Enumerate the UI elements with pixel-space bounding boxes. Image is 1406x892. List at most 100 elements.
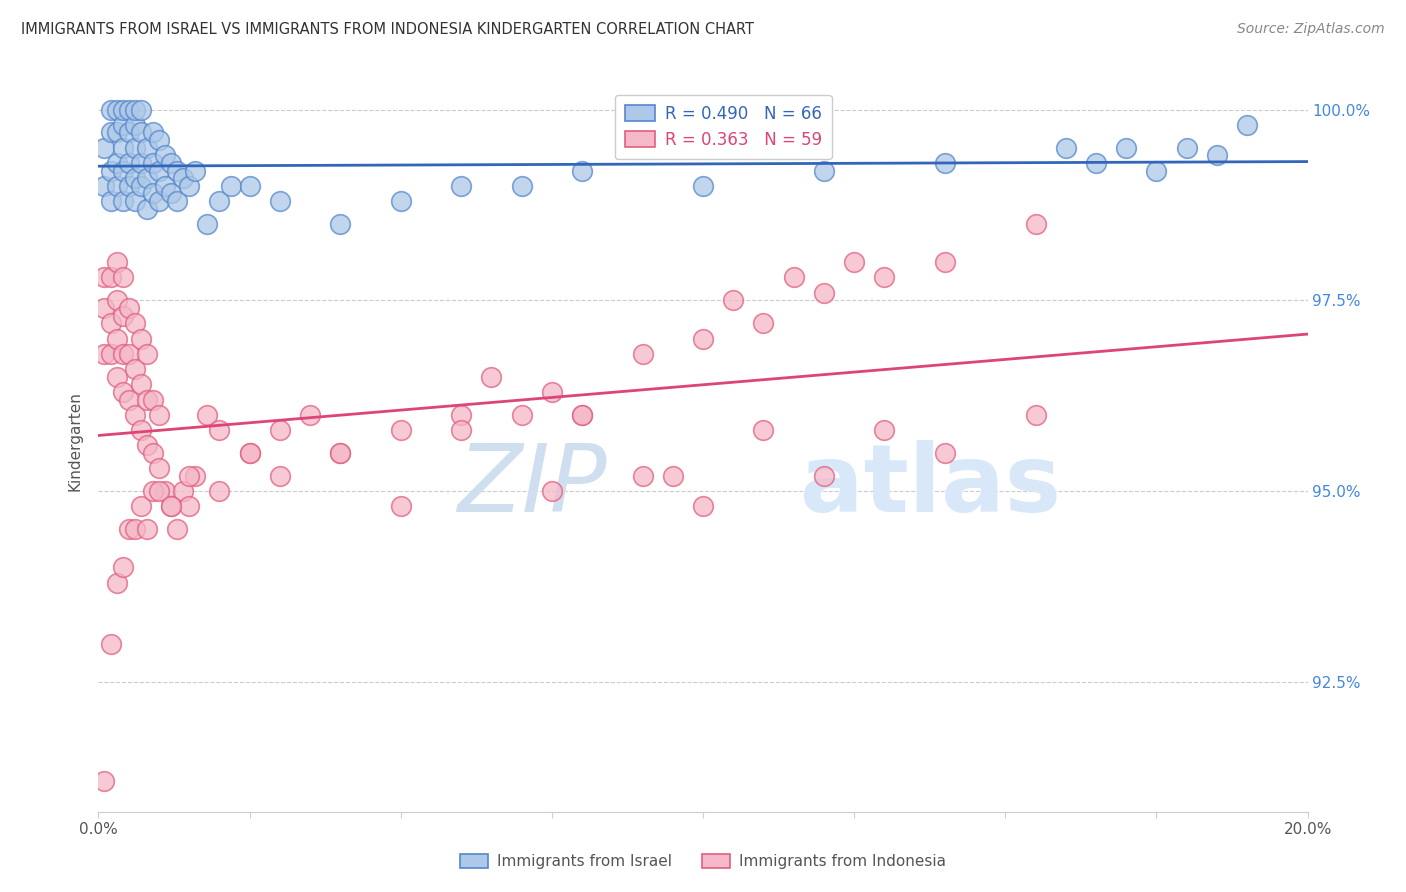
Point	[135, 438, 157, 452]
Point	[172, 171, 194, 186]
Point	[105, 575, 128, 590]
Point	[153, 484, 176, 499]
Point	[160, 500, 183, 514]
Point	[571, 408, 593, 422]
Point	[135, 392, 157, 407]
Point	[148, 133, 170, 147]
Point	[105, 331, 128, 345]
Point	[1206, 148, 1229, 162]
Point	[118, 178, 141, 193]
Point	[148, 461, 170, 475]
Point	[571, 163, 593, 178]
Point	[93, 347, 115, 361]
Point	[124, 316, 146, 330]
Point	[329, 217, 352, 231]
Point	[813, 163, 835, 178]
Point	[148, 408, 170, 422]
Point	[100, 163, 122, 178]
Point	[239, 178, 262, 193]
Point	[172, 484, 194, 499]
Point	[124, 118, 146, 132]
Point	[124, 408, 146, 422]
Point	[269, 469, 291, 483]
Point	[783, 270, 806, 285]
Point	[93, 301, 115, 315]
Point	[752, 316, 775, 330]
Point	[111, 118, 134, 132]
Point	[129, 125, 152, 139]
Point	[208, 194, 231, 208]
Point	[160, 500, 183, 514]
Point	[160, 186, 183, 201]
Point	[142, 156, 165, 170]
Text: Source: ZipAtlas.com: Source: ZipAtlas.com	[1237, 22, 1385, 37]
Point	[723, 293, 745, 308]
Point	[100, 316, 122, 330]
Point	[118, 125, 141, 139]
Point	[118, 301, 141, 315]
Point	[105, 156, 128, 170]
Point	[329, 446, 352, 460]
Point	[142, 484, 165, 499]
Text: atlas: atlas	[800, 440, 1060, 532]
Point	[105, 103, 128, 117]
Point	[100, 270, 122, 285]
Point	[450, 423, 472, 437]
Point	[142, 186, 165, 201]
Point	[195, 217, 218, 231]
Point	[124, 522, 146, 536]
Point	[148, 163, 170, 178]
Point	[100, 125, 122, 139]
Point	[934, 446, 956, 460]
Y-axis label: Kindergarten: Kindergarten	[67, 392, 83, 491]
Point	[118, 156, 141, 170]
Point	[135, 171, 157, 186]
Point	[329, 446, 352, 460]
Point	[873, 270, 896, 285]
Point	[179, 500, 201, 514]
Point	[135, 141, 157, 155]
Point	[184, 163, 207, 178]
Point	[269, 423, 291, 437]
Point	[142, 446, 165, 460]
Point	[1024, 408, 1046, 422]
Point	[129, 156, 152, 170]
Text: ZIP: ZIP	[457, 441, 606, 532]
Point	[118, 392, 141, 407]
Point	[195, 408, 218, 422]
Point	[111, 103, 134, 117]
Point	[111, 163, 134, 178]
Point	[153, 148, 176, 162]
Point	[540, 484, 562, 499]
Point	[389, 500, 412, 514]
Point	[1144, 163, 1167, 178]
Point	[100, 347, 122, 361]
Point	[111, 270, 134, 285]
Point	[1024, 217, 1046, 231]
Point	[142, 392, 165, 407]
Point	[752, 423, 775, 437]
Point	[661, 469, 683, 483]
Point	[631, 469, 654, 483]
Point	[844, 255, 866, 269]
Point	[540, 384, 562, 399]
Point	[221, 178, 243, 193]
Point	[124, 194, 146, 208]
Point	[692, 331, 714, 345]
Point	[692, 178, 714, 193]
Point	[111, 194, 134, 208]
Point	[160, 156, 183, 170]
Point	[179, 178, 201, 193]
Point	[179, 469, 201, 483]
Point	[135, 522, 157, 536]
Point	[692, 500, 714, 514]
Point	[510, 178, 533, 193]
Legend: R = 0.490   N = 66, R = 0.363   N = 59: R = 0.490 N = 66, R = 0.363 N = 59	[614, 95, 832, 159]
Point	[100, 194, 122, 208]
Point	[105, 255, 128, 269]
Point	[934, 156, 956, 170]
Point	[510, 408, 533, 422]
Point	[111, 560, 134, 574]
Point	[184, 469, 207, 483]
Point	[389, 423, 412, 437]
